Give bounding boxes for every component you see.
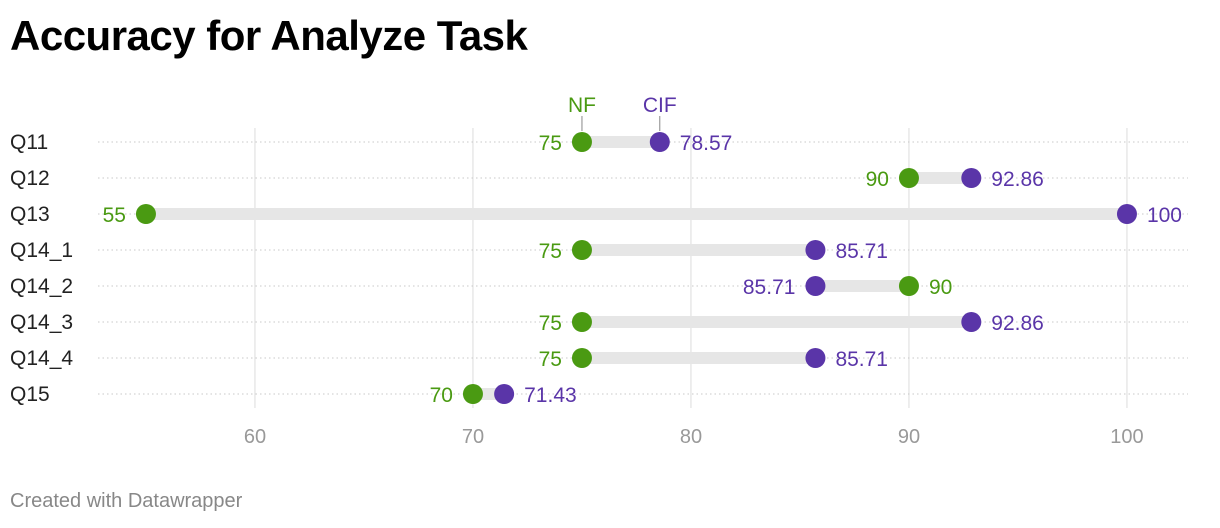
dot-cif: [805, 348, 826, 368]
dot-nf: [571, 132, 592, 152]
dot-cif: [649, 132, 670, 152]
value-label-cif: 92.86: [991, 312, 1044, 335]
legend-cif: CIF: [643, 94, 677, 117]
value-label-cif: 85.71: [835, 240, 888, 263]
value-label-nf: 75: [539, 240, 562, 263]
value-label-cif: 85.71: [743, 276, 796, 299]
category-label: Q12: [10, 167, 50, 190]
value-label-cif: 100: [1147, 204, 1182, 227]
dot-cif: [961, 312, 982, 332]
dot-cif: [961, 168, 982, 188]
dot-nf: [898, 168, 919, 188]
category-label: Q11: [10, 131, 48, 154]
rows-layer: Q11 75 78.57 Q12 90 92.86 Q13 55 100 Q14_1 75 85.71…: [10, 131, 1188, 407]
category-label: Q15: [10, 383, 50, 406]
dot-nf: [571, 240, 592, 260]
dot-cif: [805, 240, 826, 260]
x-tick-label: 100: [1110, 426, 1143, 448]
dot-cif: [1116, 204, 1137, 224]
x-tick-label: 70: [462, 426, 484, 448]
dot-nf: [571, 312, 592, 332]
value-label-nf: 90: [929, 276, 952, 299]
dot-cif: [805, 276, 826, 296]
category-label: Q14_4: [10, 347, 73, 370]
dot-nf: [571, 348, 592, 368]
value-label-nf: 75: [539, 312, 562, 335]
category-label: Q14_3: [10, 311, 73, 334]
x-tick-label: 60: [244, 426, 266, 448]
value-label-nf: 75: [539, 132, 562, 155]
legend-nf: NF: [568, 94, 596, 117]
value-label-nf: 55: [103, 204, 126, 227]
x-tick-label: 90: [898, 426, 920, 448]
legend-layer: NF CIF: [568, 94, 677, 131]
value-label-nf: 90: [866, 168, 889, 191]
dot-cif: [494, 384, 515, 404]
value-label-cif: 85.71: [835, 348, 888, 371]
value-label-cif: 71.43: [524, 384, 577, 407]
value-label-nf: 75: [539, 348, 562, 371]
value-label-cif: 78.57: [680, 132, 733, 155]
chart-title: Accuracy for Analyze Task: [10, 12, 528, 59]
category-label: Q13: [10, 203, 50, 226]
dot-nf: [135, 204, 156, 224]
value-label-nf: 70: [430, 384, 453, 407]
dot-nf: [462, 384, 483, 404]
category-label: Q14_1: [10, 239, 73, 262]
category-label: Q14_2: [10, 275, 73, 298]
x-tick-label: 80: [680, 426, 702, 448]
value-label-cif: 92.86: [991, 168, 1044, 191]
dot-nf: [898, 276, 919, 296]
credit-text: Created with Datawrapper: [10, 490, 243, 512]
